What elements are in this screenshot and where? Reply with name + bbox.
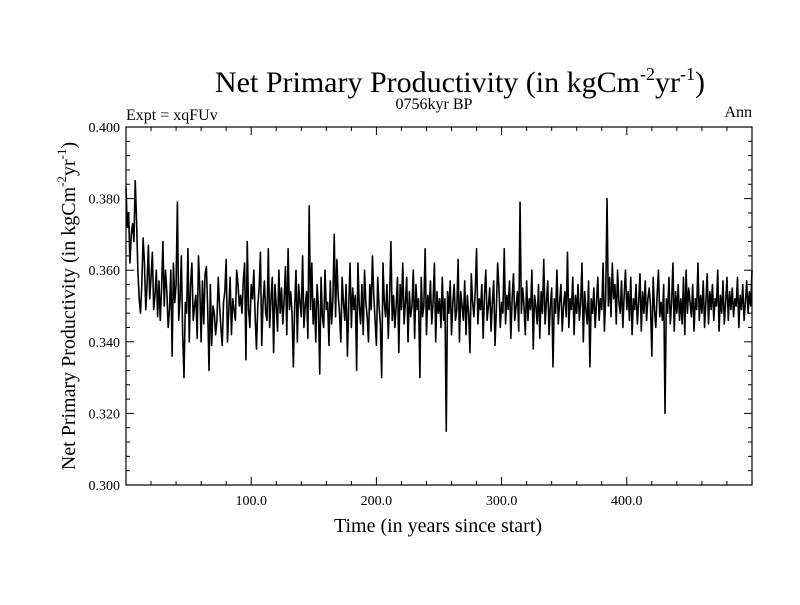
plot-frame xyxy=(125,126,753,486)
title-superscript-2: -1 xyxy=(680,64,695,84)
ylabel-superscript-2: -1 xyxy=(54,149,69,160)
x-tick-label: 400.0 xyxy=(611,494,643,509)
ylabel-end: ) xyxy=(58,142,80,149)
title-superscript-1: -2 xyxy=(640,64,655,84)
title-main: Net Primary Productivity (in kgCm xyxy=(215,66,640,99)
y-tick-label: 0.320 xyxy=(89,407,121,422)
y-tick-label: 0.300 xyxy=(89,479,121,494)
title-end: ) xyxy=(695,66,705,99)
x-tick-label: 200.0 xyxy=(361,494,393,509)
y-tick-label: 0.380 xyxy=(89,193,121,208)
y-tick-label: 0.360 xyxy=(89,264,121,279)
experiment-label: Expt = xqFUv xyxy=(126,107,218,124)
y-tick-label: 0.340 xyxy=(89,336,121,351)
x-tick-label: 100.0 xyxy=(235,494,267,509)
ylabel-mid: yr xyxy=(58,159,80,176)
period-label: 0756kyr BP xyxy=(396,96,473,113)
x-axis-label: Time (in years since start) xyxy=(334,515,542,537)
y-axis-label: Net Primary Productivity (in kgCm-2yr-1) xyxy=(54,142,80,470)
x-tick-label: 300.0 xyxy=(486,494,518,509)
title-mid: yr xyxy=(655,66,680,99)
season-label: Ann xyxy=(724,104,752,121)
y-tick-label: 0.400 xyxy=(89,121,121,136)
ylabel-superscript-1: -2 xyxy=(54,176,69,187)
chart-title: Net Primary Productivity (in kgCm-2yr-1) xyxy=(215,64,705,99)
plot-layer: 100.0 200.0 300.0 400.0 0.300 0.320 0.340 0.360… xyxy=(89,121,753,509)
ylabel-main: Net Primary Productivity (in kgCm xyxy=(58,186,80,470)
series-line xyxy=(125,179,753,433)
